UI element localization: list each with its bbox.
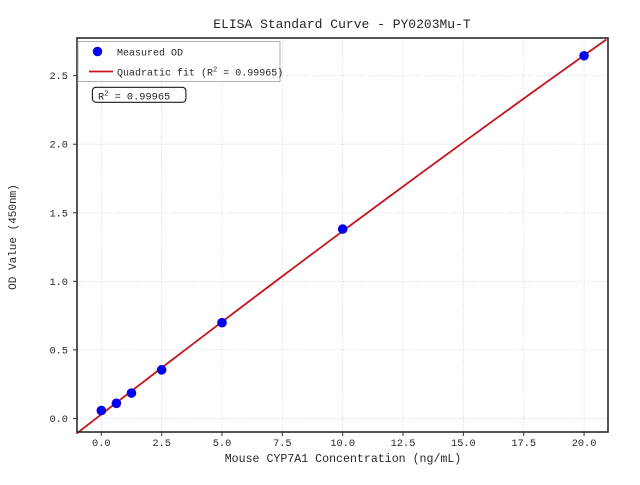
svg-text:5.0: 5.0	[213, 438, 232, 450]
svg-text:15.0: 15.0	[451, 438, 476, 450]
svg-text:0.0: 0.0	[92, 438, 111, 450]
svg-text:12.5: 12.5	[391, 438, 416, 450]
svg-text:R2 = 0.99965: R2 = 0.99965	[98, 90, 170, 103]
svg-text:2.5: 2.5	[152, 438, 171, 450]
svg-text:OD Value (450nm): OD Value (450nm)	[8, 184, 20, 290]
svg-text:Measured OD: Measured OD	[117, 48, 183, 60]
svg-text:7.5: 7.5	[273, 438, 292, 450]
svg-text:0.0: 0.0	[49, 414, 68, 426]
svg-text:Quadratic fit (R2 = 0.99965): Quadratic fit (R2 = 0.99965)	[117, 67, 283, 80]
svg-text:17.5: 17.5	[511, 438, 536, 450]
svg-text:ELISA Standard Curve - PY0203M: ELISA Standard Curve - PY0203Mu-T	[213, 17, 471, 32]
svg-text:1.5: 1.5	[49, 208, 68, 220]
svg-text:20.0: 20.0	[572, 438, 597, 450]
svg-text:1.0: 1.0	[49, 277, 68, 289]
svg-text:2.5: 2.5	[49, 71, 68, 83]
svg-text:10.0: 10.0	[330, 438, 355, 450]
svg-text:Mouse CYP7A1 Concentration (ng: Mouse CYP7A1 Concentration (ng/mL)	[225, 453, 462, 466]
svg-text:0.5: 0.5	[49, 345, 68, 357]
svg-text:2.0: 2.0	[49, 140, 68, 152]
